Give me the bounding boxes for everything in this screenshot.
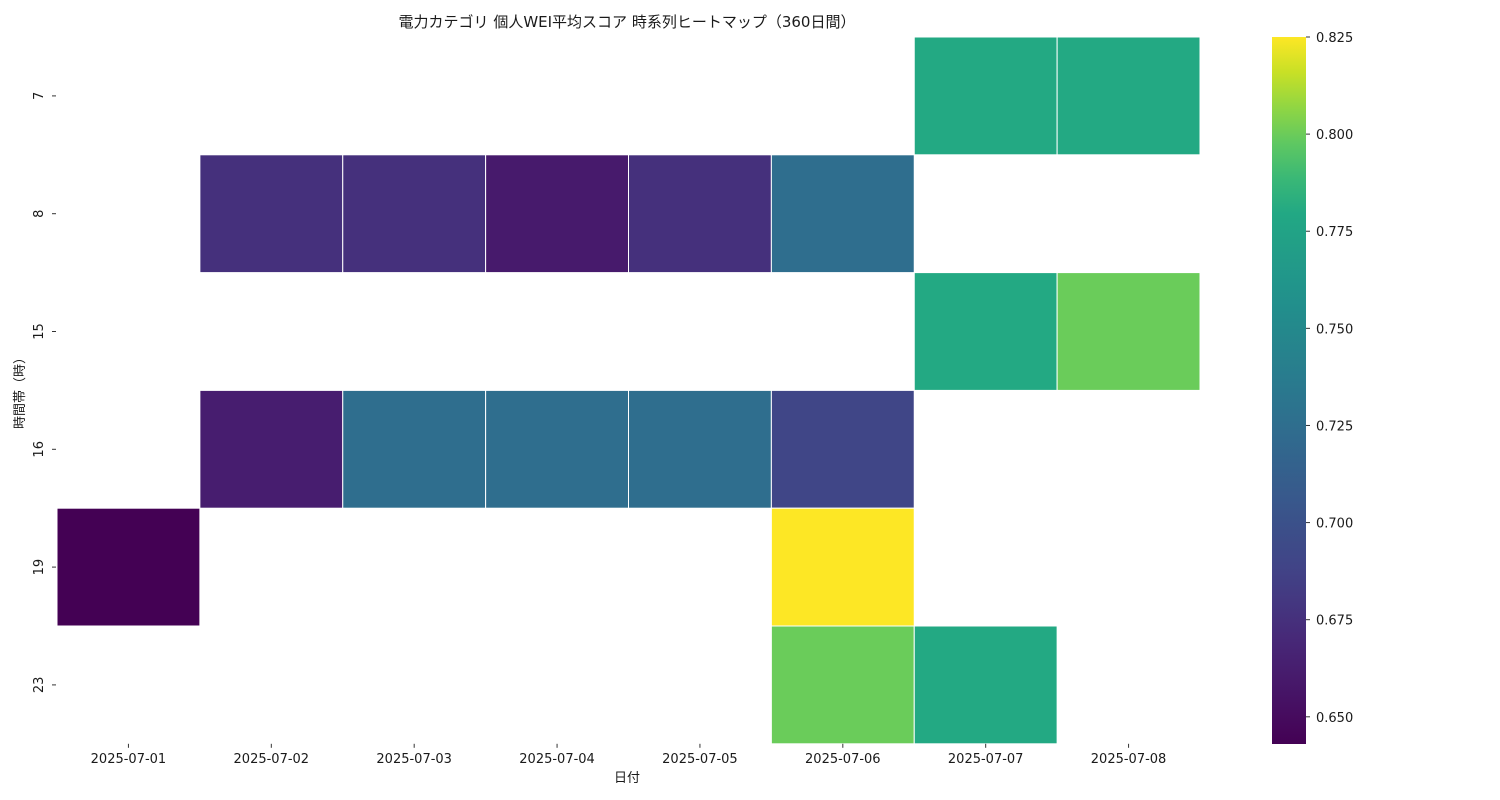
heatmap-cell bbox=[199, 154, 344, 274]
heatmap-cell bbox=[770, 389, 915, 509]
x-axis-label: 日付 bbox=[614, 771, 640, 786]
heatmap-cell bbox=[485, 389, 629, 509]
x-tick-label: 2025-07-01 bbox=[91, 752, 167, 767]
colorbar-tick-label: 0.825 bbox=[1316, 31, 1353, 46]
heatmap-cell bbox=[628, 389, 772, 509]
colorbar-ticks: 0.650 0.675 0.700 0.725 0.750 0.775 0.800 0.825 bbox=[1306, 31, 1353, 726]
colorbar-tick-label: 0.800 bbox=[1316, 128, 1353, 143]
heatmap-cell bbox=[770, 507, 915, 627]
heatmap-cell bbox=[342, 389, 487, 509]
heatmap-cell bbox=[56, 507, 201, 627]
y-tick-label: 7 bbox=[32, 92, 47, 100]
heatmap-cells bbox=[56, 36, 1201, 745]
heatmap-cell bbox=[913, 625, 1058, 745]
x-tick-label: 2025-07-06 bbox=[805, 752, 881, 767]
y-tick-label: 19 bbox=[32, 559, 47, 576]
y-axis-label: 時間帯（時） bbox=[13, 351, 28, 429]
x-tick-label: 2025-07-05 bbox=[662, 752, 738, 767]
colorbar-gradient bbox=[1272, 37, 1306, 744]
heatmap-cell bbox=[628, 154, 772, 274]
colorbar-tick-label: 0.775 bbox=[1316, 225, 1353, 240]
colorbar-tick-label: 0.725 bbox=[1316, 419, 1353, 434]
heatmap-cell bbox=[770, 154, 915, 274]
x-tick-label: 2025-07-08 bbox=[1091, 752, 1167, 767]
colorbar: 0.650 0.675 0.700 0.725 0.750 0.775 0.800 0.825 bbox=[1272, 31, 1353, 744]
y-tick-label: 8 bbox=[32, 210, 47, 218]
x-tick-label: 2025-07-07 bbox=[948, 752, 1024, 767]
heatmap-cell bbox=[1056, 272, 1201, 391]
chart-title: 電力カテゴリ 個人WEI平均スコア 時系列ヒートマップ（360日間） bbox=[399, 13, 856, 31]
heatmap-cell bbox=[1056, 36, 1201, 156]
heatmap-cell bbox=[913, 36, 1058, 156]
y-tick-label: 23 bbox=[32, 677, 47, 694]
y-axis-ticks: 7 8 15 16 19 23 bbox=[32, 92, 56, 693]
heatmap-cell bbox=[770, 625, 915, 745]
x-tick-label: 2025-07-04 bbox=[519, 752, 595, 767]
y-tick-label: 15 bbox=[32, 323, 47, 340]
y-tick-label: 16 bbox=[32, 441, 47, 458]
x-axis-ticks: 2025-07-01 2025-07-02 2025-07-03 2025-07-04… bbox=[91, 743, 1167, 767]
heatmap-cell bbox=[342, 154, 487, 274]
heatmap-cell bbox=[485, 154, 629, 274]
colorbar-tick-label: 0.700 bbox=[1316, 517, 1353, 532]
x-tick-label: 2025-07-02 bbox=[234, 752, 310, 767]
colorbar-tick-label: 0.675 bbox=[1316, 614, 1353, 629]
x-tick-label: 2025-07-03 bbox=[376, 752, 452, 767]
heatmap-cell bbox=[913, 272, 1058, 391]
colorbar-tick-label: 0.650 bbox=[1316, 711, 1353, 726]
colorbar-tick-label: 0.750 bbox=[1316, 322, 1353, 337]
heatmap-cell bbox=[199, 389, 344, 509]
